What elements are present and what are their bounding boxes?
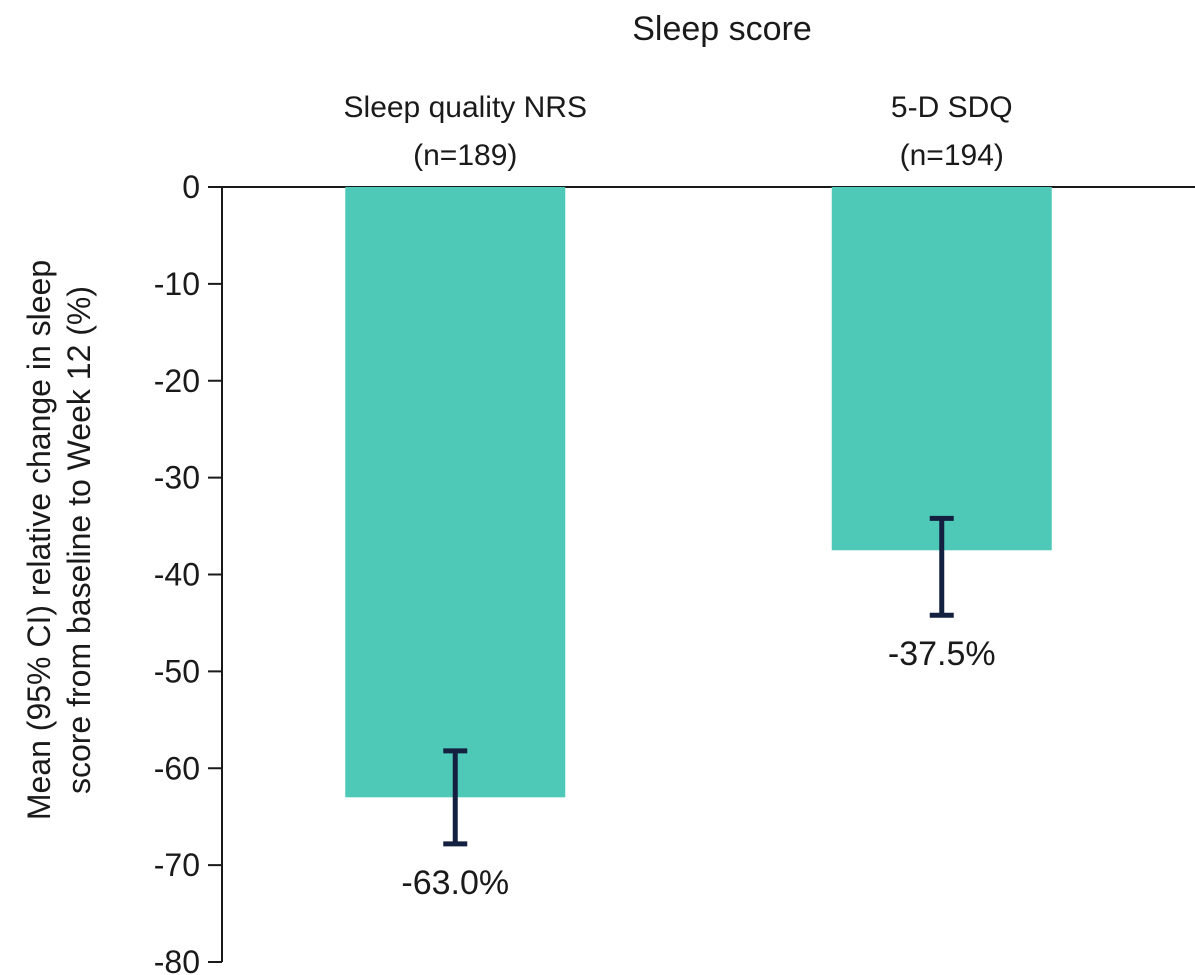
category-n-label: (n=189) xyxy=(413,139,517,172)
y-axis-label-line-1: Mean (95% CI) relative change in sleep xyxy=(21,260,57,820)
data-label: -63.0% xyxy=(401,864,509,902)
category-label: Sleep quality NRS xyxy=(344,91,587,124)
y-tick-label: -80 xyxy=(154,944,200,975)
y-axis-label: Mean (95% CI) relative change in sleep s… xyxy=(21,260,97,820)
axes: 0 -10 -20 -30 -40 -50 -60 -70 -80 xyxy=(154,169,1195,975)
bar xyxy=(345,187,566,798)
y-tick-label: -40 xyxy=(154,557,200,593)
category-label: 5-D SDQ xyxy=(891,91,1013,124)
y-tick-label: -70 xyxy=(154,847,200,883)
bars: Sleep quality NRS (n=189) -63.0% 5-D SDQ (n=… xyxy=(344,91,1052,902)
y-tick-label: 0 xyxy=(182,169,200,205)
y-tick-label: -60 xyxy=(154,750,200,786)
y-tick-label: -10 xyxy=(154,266,200,302)
chart-title: Sleep score xyxy=(632,10,812,48)
y-tick-label: -50 xyxy=(154,653,200,689)
category-n-label: (n=194) xyxy=(900,139,1004,172)
y-axis-label-line-2: score from baseline to Week 12 (%) xyxy=(61,286,97,794)
y-tick-label: -20 xyxy=(154,363,200,399)
y-tick-label: -30 xyxy=(154,460,200,496)
data-label: -37.5% xyxy=(888,635,996,673)
bar xyxy=(831,187,1052,551)
